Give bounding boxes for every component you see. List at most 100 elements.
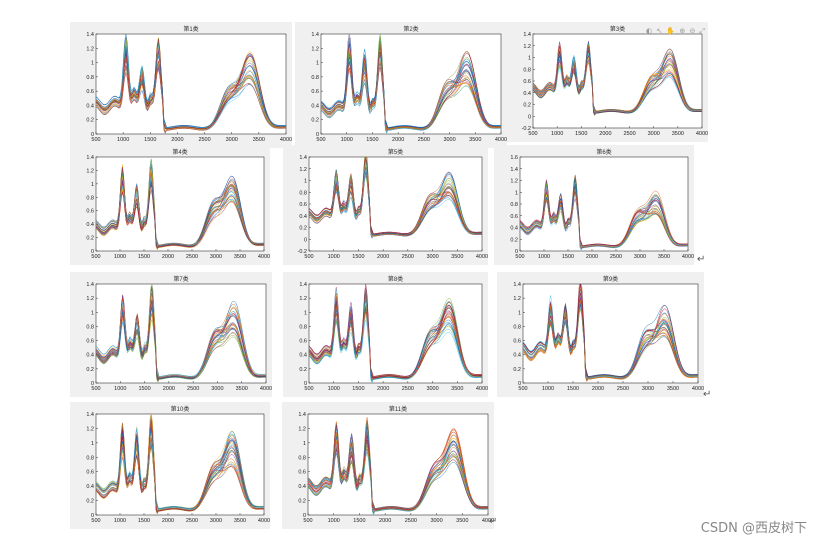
chart-panel: 第10类 0 0.2 0.4 0.6 0.8 1 1.2 1.4 500 1000 1500 2000 2… (70, 402, 270, 529)
x-tick-label: 500 (91, 518, 100, 524)
y-tick-label: 0.8 (523, 67, 531, 73)
y-tick-label: 0 (316, 132, 319, 138)
chart-title: 第2类 (403, 25, 418, 33)
x-tick-label: 2500 (623, 131, 635, 137)
y-tick-label: 0.8 (86, 455, 94, 461)
y-tick-label: 0 (91, 513, 94, 519)
y-tick-label: 1.2 (523, 44, 531, 50)
chart-title: 第5类 (388, 148, 403, 156)
x-tick-label: 1500 (575, 131, 587, 137)
spectrum-line (95, 170, 264, 246)
y-tick-label: 0.2 (86, 118, 94, 124)
y-tick-label: 0 (518, 381, 521, 387)
spectrum-line (95, 57, 286, 134)
y-tick-label: 0.6 (299, 202, 307, 208)
spectrum-line (307, 425, 488, 511)
x-tick-label: 2000 (377, 254, 389, 260)
y-tick-label: 0.2 (523, 103, 531, 109)
x-tick-label: 1000 (328, 386, 340, 392)
y-tick-label: 1.2 (298, 426, 306, 432)
x-tick-label: 2500 (610, 254, 622, 260)
spectrum-line (95, 39, 286, 130)
x-tick-label: 2000 (586, 254, 598, 260)
chart-panel: 第4类 0 0.2 0.4 0.6 0.8 1 1.2 1.4 500 1000 1500 2000 25… (70, 145, 270, 265)
y-tick-label: 0.6 (298, 470, 306, 476)
y-tick-label: 0.2 (299, 367, 307, 373)
chart-title: 第11类 (389, 405, 407, 413)
figure-toolbar[interactable]: ◐ ↖ ✋ ⊕ ⊖ ⤢ (646, 27, 707, 35)
spectrum-line (307, 432, 488, 510)
x-tick-label: 500 (91, 137, 100, 143)
x-tick-label: 1500 (138, 386, 150, 392)
y-tick-label: 1.2 (513, 296, 521, 302)
y-tick-label: 0.2 (513, 367, 521, 373)
x-tick-label: 500 (518, 386, 527, 392)
x-tick-label: 2000 (599, 131, 611, 137)
y-tick-label: 0.4 (513, 353, 521, 359)
x-tick-label: 2000 (163, 386, 175, 392)
y-tick-label: 0.2 (510, 237, 518, 243)
return-mark: ↵ (697, 254, 706, 265)
x-tick-label: 3500 (236, 386, 248, 392)
y-tick-label: -0.2 (522, 126, 531, 132)
y-tick-label: 1.4 (299, 155, 307, 161)
y-tick-label: 0 (528, 114, 531, 120)
y-tick-label: 0.8 (311, 75, 319, 81)
y-tick-label: 0 (91, 249, 94, 255)
y-tick-label: 0.4 (86, 484, 94, 490)
x-tick-label: 4000 (696, 131, 708, 137)
spectrum-line (95, 307, 266, 381)
y-tick-label: 0.2 (86, 367, 94, 373)
spectrum-line (95, 42, 287, 129)
y-tick-label: 1 (316, 61, 319, 67)
x-tick-label: 3000 (642, 386, 654, 392)
x-tick-label: 2500 (418, 137, 430, 143)
x-tick-label: 3000 (426, 386, 438, 392)
x-tick-label: 3000 (210, 518, 222, 524)
x-tick-label: 1500 (138, 518, 150, 524)
y-tick-label: 0.8 (299, 190, 307, 196)
x-tick-label: 1000 (538, 254, 550, 260)
y-tick-label: 0.6 (86, 470, 94, 476)
x-tick-label: 4000 (682, 254, 694, 260)
x-tick-label: 3500 (451, 254, 463, 260)
return-mark: ↵ (489, 516, 498, 527)
x-tick-label: 2500 (198, 137, 210, 143)
x-tick-label: 500 (303, 518, 312, 524)
spectrum-line (95, 292, 266, 378)
y-tick-label: 0.4 (299, 353, 307, 359)
y-tick-label: 0.8 (299, 324, 307, 330)
spectrum-line (308, 157, 483, 236)
spectrum-line (320, 45, 501, 128)
x-tick-label: 2500 (617, 386, 629, 392)
y-tick-label: 0.6 (86, 89, 94, 95)
y-tick-label: 0.4 (86, 222, 94, 228)
x-tick-label: 500 (528, 131, 537, 137)
x-tick-label: 1000 (328, 254, 340, 260)
x-tick-label: 3500 (234, 254, 246, 260)
y-tick-label: 1.2 (86, 426, 94, 432)
chart-title: 第4类 (172, 148, 187, 156)
y-tick-label: 0.2 (298, 499, 306, 505)
y-tick-label: 1 (91, 182, 94, 188)
y-tick-label: 0.6 (523, 79, 531, 85)
y-tick-label: 0.6 (299, 339, 307, 345)
spectrum-line (519, 193, 688, 248)
x-tick-label: 1000 (117, 137, 129, 143)
x-tick-label: 3000 (430, 518, 442, 524)
x-tick-label: 2000 (162, 518, 174, 524)
x-tick-label: 4000 (280, 137, 292, 143)
x-tick-label: 1000 (114, 518, 126, 524)
y-tick-label: 1.4 (513, 282, 521, 288)
x-tick-label: 2500 (402, 254, 414, 260)
x-tick-label: 4000 (260, 386, 272, 392)
y-tick-label: 1.4 (523, 32, 531, 38)
y-tick-label: 0 (304, 237, 307, 243)
spectrum-line (522, 303, 698, 377)
y-tick-label: 1.4 (86, 412, 94, 418)
y-tick-label: 0 (303, 513, 306, 519)
x-tick-label: 500 (515, 254, 524, 260)
x-tick-label: 1000 (114, 386, 126, 392)
y-tick-label: 1.2 (510, 179, 518, 185)
y-tick-label: 1 (304, 179, 307, 185)
